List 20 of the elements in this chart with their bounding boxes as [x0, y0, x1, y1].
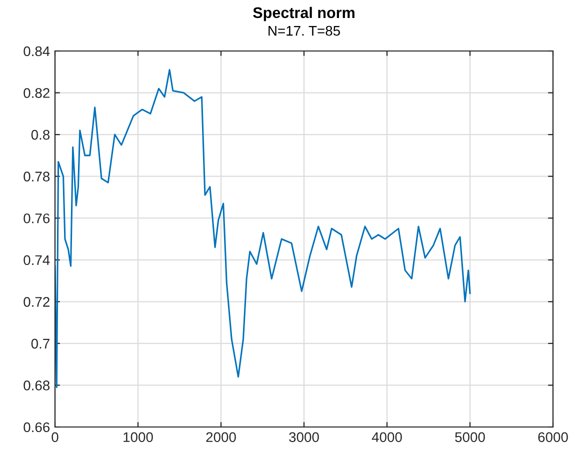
y-tick-label: 0.72 [24, 297, 50, 307]
x-tick-label: 1000 [124, 432, 153, 442]
chart-title: Spectral norm [253, 6, 354, 22]
y-tick-label: 0.66 [24, 422, 50, 432]
y-tick-label: 0.84 [24, 46, 50, 56]
y-tick-label: 0.78 [24, 172, 50, 182]
y-tick-label: 0.74 [24, 255, 50, 266]
chart-subtitle: N=17. T=85 [268, 26, 340, 36]
y-tick-label: 0.76 [24, 213, 50, 224]
y-tick-label: 0.82 [24, 88, 50, 98]
y-tick-label: 0.68 [24, 380, 50, 390]
x-tick-label: 3000 [289, 432, 319, 442]
x-tick-label: 5000 [455, 432, 485, 442]
x-tick-label: 6000 [538, 432, 568, 442]
x-tick-label: 4000 [372, 432, 402, 442]
x-tick-label: 0 [52, 432, 58, 442]
y-tick-label: 0.8 [31, 130, 50, 140]
line-series [55, 69, 471, 388]
x-tick-label: 2000 [206, 432, 236, 442]
y-tick-label: 0.7 [31, 338, 50, 349]
